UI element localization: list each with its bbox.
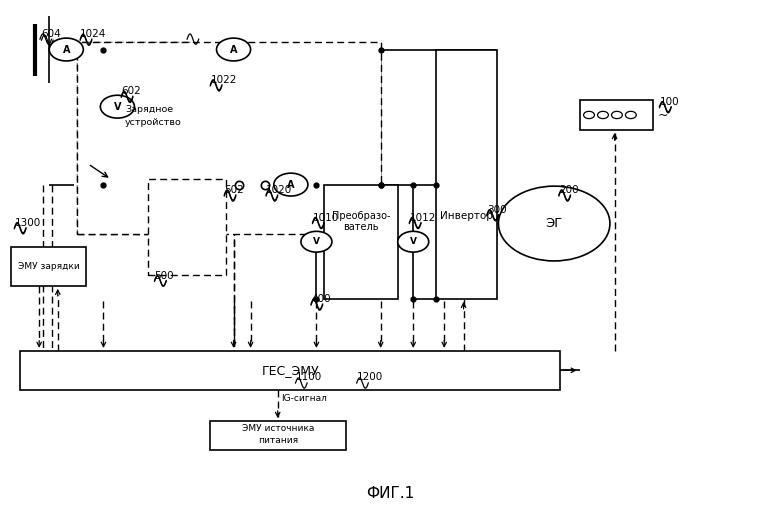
Text: питания: питания [258,436,298,445]
Text: 1020: 1020 [266,185,292,195]
Circle shape [301,232,332,252]
Text: 500: 500 [154,271,174,281]
Text: 1200: 1200 [356,372,383,382]
Text: Зарядное: Зарядное [125,106,173,114]
Text: IG-сигнал: IG-сигнал [282,394,328,403]
Text: V: V [114,102,121,112]
Text: 300: 300 [487,205,506,215]
Text: ЭГ: ЭГ [545,217,563,230]
Text: 602: 602 [121,86,141,96]
Bar [580,100,654,130]
Bar [148,180,226,276]
Bar [77,41,381,234]
Bar [437,49,497,299]
Bar [77,41,193,234]
Text: A: A [62,45,70,55]
Text: устройство: устройство [125,119,182,128]
Text: ГЕС_ЭМУ: ГЕС_ЭМУ [261,364,319,377]
Text: 1022: 1022 [211,75,236,85]
Text: Инвертор: Инвертор [440,211,493,221]
Text: ватель: ватель [343,223,379,233]
Text: 200: 200 [558,185,579,195]
Text: 100: 100 [660,97,679,107]
Text: Преобразо-: Преобразо- [332,211,390,221]
Text: ФИГ.1: ФИГ.1 [366,487,414,501]
Circle shape [398,232,429,252]
Circle shape [498,186,610,261]
Text: A: A [230,45,237,55]
Text: 604: 604 [41,29,62,39]
Circle shape [101,95,134,118]
Bar [80,65,181,195]
Text: 400: 400 [311,294,331,304]
Text: 502: 502 [225,185,244,195]
Text: ~: ~ [658,109,668,121]
Text: ЭМУ зарядки: ЭМУ зарядки [18,262,80,271]
Text: A: A [287,180,295,190]
Bar [211,421,346,449]
Bar [324,185,398,299]
Text: V: V [410,237,417,246]
Text: V: V [313,237,320,246]
Text: 1012: 1012 [410,213,436,223]
Circle shape [49,38,83,61]
Text: 1010: 1010 [313,213,339,223]
Text: ЭМУ источника: ЭМУ источника [242,425,314,434]
Circle shape [217,38,250,61]
Circle shape [274,173,308,196]
Bar [20,351,560,390]
Text: 1100: 1100 [296,372,322,382]
Bar [10,247,87,286]
Text: 1024: 1024 [80,29,107,39]
Text: 1300: 1300 [14,218,41,228]
